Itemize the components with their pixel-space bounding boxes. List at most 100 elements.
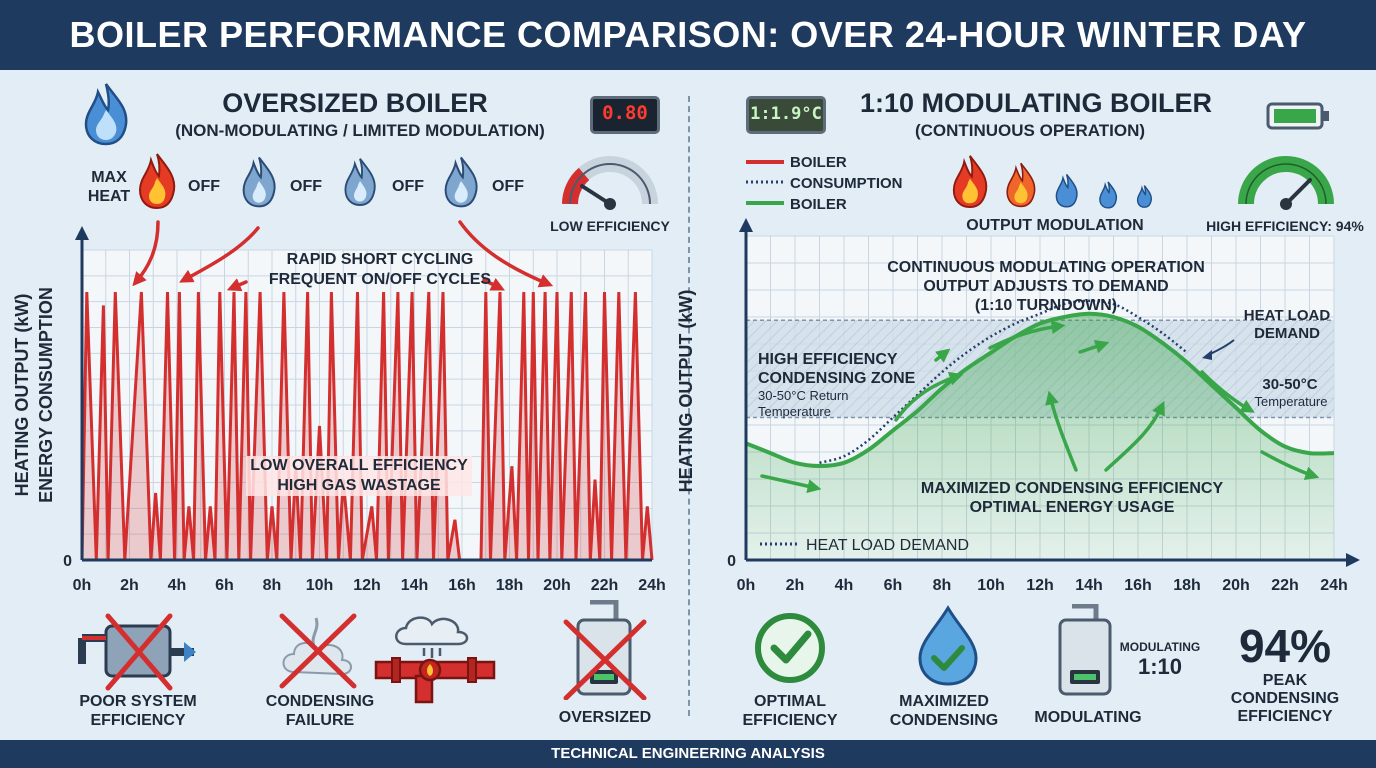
- left-chart-x-tick-label: 20h: [543, 577, 571, 594]
- left-panel-title: OVERSIZED BOILER: [222, 88, 488, 118]
- boiler-unit-icon: [1058, 604, 1112, 696]
- right-chart-x-axis-arrow: [1346, 553, 1360, 567]
- left-chart: 0h 2h 4h 6h 8h 10h 12h 14h 16h 18h 20h 22h 24h 0 HEATI…: [12, 220, 666, 594]
- left-chart-x-tick-label: 6h: [215, 577, 234, 594]
- right-arrow-1: [760, 474, 822, 494]
- right-series-consumption-line: [819, 299, 1188, 465]
- left-chart-x-tick-label: 14h: [401, 577, 429, 594]
- heat-load-demand-swatch: [760, 542, 798, 546]
- max-heat-label: MAX HEAT: [87, 169, 131, 205]
- left-chart-y-axis-label: HEATING OUTPUT (kW): [12, 294, 32, 497]
- right-gauge-label: HIGH EFFICIENCY: 94%: [1206, 218, 1364, 234]
- high-efficiency-gauge-icon: [1238, 156, 1334, 210]
- left-chart-x-tick-label: 24h: [638, 577, 666, 594]
- modulating-label: MODULATING: [1034, 709, 1142, 726]
- right-chart-x-tick-label: 20h: [1222, 577, 1250, 594]
- off-label-2: OFF: [290, 178, 322, 195]
- right-chart-x-tick-label: 16h: [1124, 577, 1152, 594]
- right-arrow-2: [894, 371, 964, 422]
- right-panel-subtitle: (CONTINUOUS OPERATION): [914, 121, 1146, 140]
- left-chart-y-tick-label: 0: [63, 553, 72, 570]
- right-chart-x-tick-label: 0h: [737, 577, 756, 594]
- right-chart-x-tick-label: 10h: [977, 577, 1005, 594]
- annotation-return-temperature: 30-50°C Return Temperature: [758, 388, 849, 419]
- chart-legend-swatches: [746, 160, 784, 205]
- heat-exchanger-crossed-icon: [78, 613, 196, 691]
- annotation-condensing-zone: HIGH EFFICIENCY CONDENSING ZONE: [758, 351, 916, 387]
- heat-load-demand-legend: HEAT LOAD DEMAND: [806, 537, 969, 554]
- legend-label-boiler-1: BOILER: [790, 154, 847, 171]
- steam-plume-crossed-icon: [279, 613, 357, 689]
- lcd-reading: 0.80: [602, 102, 648, 124]
- leaking-pipe-icon: [374, 616, 496, 704]
- lcd-reading: 1:1.9°C: [750, 104, 822, 124]
- right-chart-y-axis-arrow: [739, 218, 753, 232]
- right-arrow-8: [1200, 370, 1255, 413]
- title-bar: BOILER PERFORMANCE COMPARISON: OVER 24-H…: [0, 0, 1376, 70]
- oversized-label: OVERSIZED: [558, 709, 652, 726]
- off-label-4: OFF: [492, 178, 524, 195]
- left-chart-x-tick-label: 4h: [168, 577, 187, 594]
- blue-flame-icon: [84, 83, 128, 146]
- check-circle-icon: [755, 613, 825, 683]
- left-arrow-cycling-left: [226, 278, 248, 292]
- left-panel-subtitle: (NON-MODULATING / LIMITED MODULATION): [175, 121, 545, 140]
- left-gauge-label: LOW EFFICIENCY: [550, 218, 670, 234]
- annotation-temperature-label: Temperature: [1254, 394, 1328, 409]
- right-arrow-7: [1104, 400, 1165, 472]
- boiler-unit-crossed-icon: [563, 600, 647, 700]
- left-chart-x-tick-label: 16h: [448, 577, 476, 594]
- right-arrow-6: [1045, 390, 1078, 472]
- blue-flame-off-icon: [344, 158, 376, 206]
- modulating-note-label: MODULATING: [1119, 640, 1201, 654]
- annotation-heat-load-demand: HEAT LOAD DEMAND: [1243, 307, 1331, 342]
- annotation-continuous-operation: CONTINUOUS MODULATING OPERATION OUTPUT A…: [887, 259, 1205, 314]
- left-chart-x-tick-label: 8h: [263, 577, 282, 594]
- peak-efficiency-value: 94%: [1238, 620, 1332, 672]
- left-chart-x-tick-label: 0h: [73, 577, 92, 594]
- right-chart-y-axis-label: HEATING OUTPUT (kW): [676, 290, 696, 493]
- low-efficiency-gauge-icon: [562, 156, 658, 210]
- panel-divider: [688, 96, 690, 716]
- right-arrow-5: [1078, 340, 1110, 354]
- battery-icon: [1266, 102, 1329, 130]
- right-chart: 0h 2h 4h 6h 8h 10h 12h 14h 16h 18h 20h 22h 24h 0 HEATI…: [676, 218, 1360, 594]
- lcd-display: 0.80: [590, 96, 660, 134]
- page-title: BOILER PERFORMANCE COMPARISON: OVER 24-H…: [69, 14, 1307, 55]
- annotation-rapid-cycling: RAPID SHORT CYCLING FREQUENT ON/OFF CYCL…: [268, 251, 492, 288]
- left-chart-x-tick-label: 22h: [591, 577, 619, 594]
- annotation-temperature-range: 30-50°C: [1262, 376, 1318, 393]
- red-flame-icon: [138, 153, 176, 210]
- output-modulation-flames-icon: [952, 155, 1152, 209]
- poor-system-efficiency-label: POOR SYSTEM EFFICIENCY: [79, 693, 197, 729]
- legend-label-consumption: CONSUMPTION: [790, 175, 903, 192]
- blue-flame-off-icon: [444, 156, 478, 208]
- right-chart-y-tick-label: 0: [727, 553, 736, 570]
- off-label-1: OFF: [188, 178, 220, 195]
- right-panel-title: 1:10 MODULATING BOILER: [859, 88, 1212, 118]
- left-chart-x-tick-label: 2h: [120, 577, 139, 594]
- water-drop-check-icon: [918, 605, 978, 686]
- right-chart-x-tick-label: 14h: [1075, 577, 1103, 594]
- left-arrow-max-heat: [132, 220, 160, 287]
- right-chart-x-tick-label: 18h: [1173, 577, 1201, 594]
- right-chart-x-tick-label: 2h: [786, 577, 805, 594]
- right-chart-x-tick-label: 8h: [933, 577, 952, 594]
- left-arrow-off-1: [179, 226, 260, 283]
- right-arrow-9: [1260, 450, 1320, 480]
- left-chart-y-axis-label: ENERGY CONSUMPTION: [36, 287, 56, 503]
- lcd-display: 1:1.9°C: [746, 96, 826, 134]
- left-arrow-off-4: [458, 220, 554, 288]
- right-series-area: [746, 313, 1334, 560]
- left-series-line: [80, 291, 654, 562]
- right-series-boiler-line: [745, 311, 1335, 469]
- left-chart-y-axis-arrow: [75, 226, 89, 240]
- left-chart-x-tick-label: 10h: [306, 577, 334, 594]
- right-chart-x-tick-label: 6h: [884, 577, 903, 594]
- left-chart-x-tick-label: 18h: [496, 577, 524, 594]
- right-chart-x-tick-label: 22h: [1271, 577, 1299, 594]
- right-arrow-4: [988, 320, 1066, 350]
- heat-load-pointer-head: [1202, 350, 1212, 360]
- optimal-efficiency-label: OPTIMAL EFFICIENCY: [742, 693, 838, 729]
